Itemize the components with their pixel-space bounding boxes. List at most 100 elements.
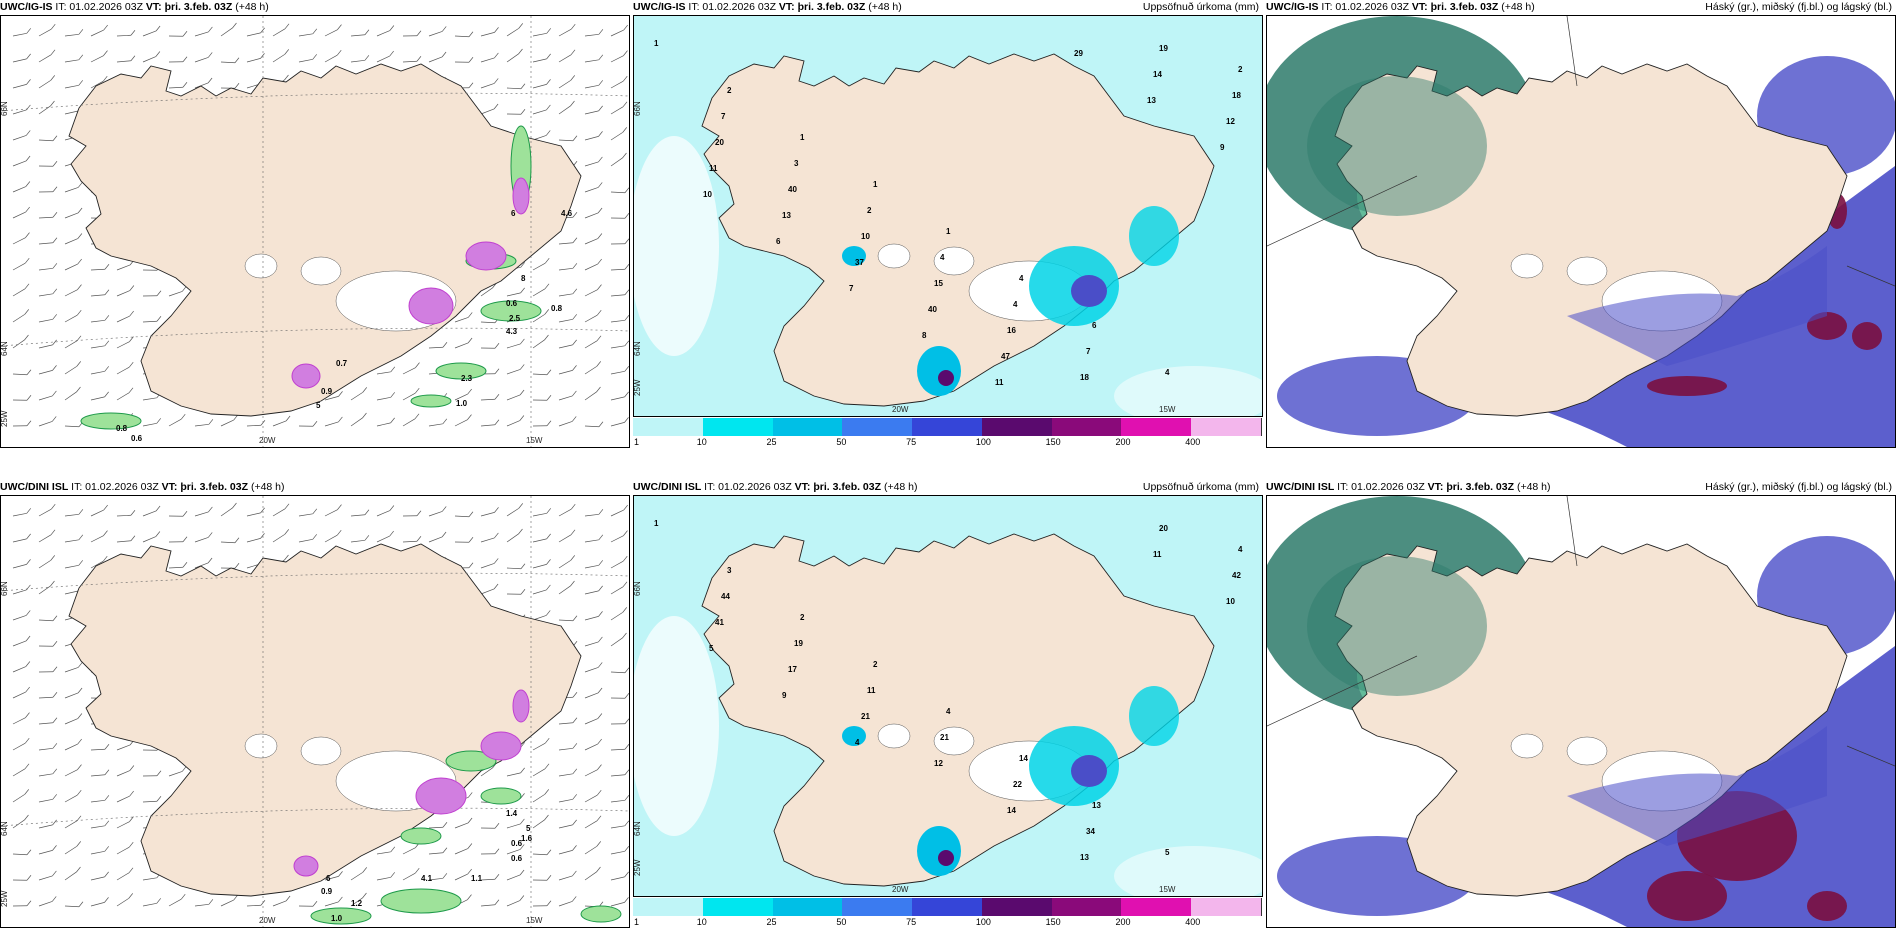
- value-label: 2: [873, 660, 878, 669]
- axis-label: 25W: [634, 379, 642, 396]
- value-label: 2: [867, 206, 872, 215]
- mid-cloud-over-land: [1567, 246, 1827, 366]
- value-label: 41: [715, 618, 724, 627]
- value-label: 2.5: [509, 314, 521, 323]
- panel-cloud-dini: UWC/DINI ISL IT: 01.02.2026 03Z VT: þri.…: [1266, 480, 1896, 928]
- value-label: 14: [1019, 754, 1028, 763]
- value-label: 11: [1153, 550, 1162, 559]
- value-label: 1.1: [471, 874, 483, 883]
- precip-colorbar: 1 10 25 50 75 100 150 200 400: [633, 418, 1263, 448]
- dry-areas: [634, 136, 1262, 416]
- value-label: 22: [1013, 780, 1022, 789]
- precip-value-labels: 1211146427324471918204010151618141211133…: [654, 39, 1243, 387]
- axis-label: 20W: [259, 436, 276, 445]
- value-label: 42: [1232, 571, 1241, 580]
- value-label: 0.7: [336, 359, 348, 368]
- value-label: 18: [1232, 91, 1241, 100]
- value-label: 4: [1019, 274, 1024, 283]
- heavy-precip: [842, 206, 1179, 396]
- value-label: 8: [922, 331, 927, 340]
- value-label: 1: [800, 133, 805, 142]
- value-label: 4.6: [561, 209, 573, 218]
- value-label: 10: [1226, 597, 1235, 606]
- value-label: 0.6: [511, 839, 523, 848]
- value-label: 18: [1080, 373, 1089, 382]
- axis-label: 20W: [259, 916, 276, 925]
- value-label: 1: [946, 227, 951, 236]
- value-label: 2: [1238, 65, 1243, 74]
- value-label: 2: [727, 86, 732, 95]
- map-frame: 66N 64N 25W 20W 15W 0.9 1.1 4.1 0.6 1.6 1.4 0.6 1.2 1…: [0, 495, 630, 928]
- value-label: 19: [794, 639, 803, 648]
- value-label: 12: [1226, 117, 1235, 126]
- value-label: 8: [521, 274, 526, 283]
- colorbar-tick: 150: [1045, 917, 1061, 927]
- value-label: 1: [654, 519, 659, 528]
- value-label: 2.3: [461, 374, 473, 383]
- value-label: 4: [1238, 545, 1243, 554]
- colorbar-swatch: [981, 418, 1053, 436]
- value-label: 4: [946, 707, 951, 716]
- axis-label: 25W: [1, 890, 9, 907]
- colorbar-swatch: [842, 418, 914, 436]
- value-label: 7: [849, 284, 854, 293]
- high-cloud-over-land: [1307, 556, 1487, 696]
- value-label: 4: [940, 253, 945, 262]
- value-label: 6: [326, 874, 331, 883]
- value-label: 5: [709, 644, 714, 653]
- value-label: 29: [1074, 49, 1083, 58]
- panel-wind-dini: UWC/DINI ISL IT: 01.02.2026 03Z VT: þri.…: [0, 480, 630, 928]
- colorbar-swatch: [912, 898, 983, 916]
- value-label: 1.0: [456, 399, 468, 408]
- panel-header: UWC/DINI ISL IT: 01.02.2026 03Z VT: þri.…: [1266, 481, 1892, 493]
- domain-lines: [1267, 16, 1895, 287]
- mid-cloud-over-land: [1567, 726, 1827, 846]
- value-label: 10: [861, 232, 870, 241]
- value-label: 47: [1001, 352, 1010, 361]
- colorbar-swatch: [633, 418, 704, 436]
- panel-header: UWC/DINI ISL IT: 01.02.2026 03Z VT: þri.…: [633, 481, 1259, 493]
- colorbar-tick: 150: [1045, 437, 1061, 447]
- colorbar-swatch: [1121, 898, 1193, 916]
- axis-label: 66N: [634, 101, 642, 116]
- map-frame: 66N 64N 25W 20W 15W 1 2 1 1 1 4 6 4 2 7 3 2 4 4 7 19 18 20 40 10…: [633, 15, 1263, 417]
- colorbar-swatch: [772, 898, 844, 916]
- value-label: 13: [782, 211, 791, 220]
- colorbar-swatch: [1051, 898, 1123, 916]
- value-label: 11: [867, 686, 876, 695]
- colorbar-swatch: [702, 418, 774, 436]
- dry-areas: [634, 616, 1262, 896]
- axis-label: 25W: [634, 859, 642, 876]
- value-label: 1.0: [331, 914, 343, 923]
- heavy-precip: [842, 686, 1179, 876]
- colorbar-tick: 25: [766, 917, 777, 927]
- colorbar-tick: 1: [634, 917, 640, 927]
- value-label: 0.6: [131, 434, 143, 443]
- value-label: 5: [1165, 848, 1170, 857]
- precip-contours: [293, 689, 622, 925]
- panel-precip-dini: UWC/DINI ISL IT: 01.02.2026 03Z VT: þri.…: [633, 480, 1263, 928]
- iceland-landmass: [68, 63, 582, 417]
- value-label: 10: [703, 190, 712, 199]
- value-label: 0.6: [506, 299, 518, 308]
- map-frame: 66N 64N 25W 20W 15W 1 3 2 2 4 14 13 5 4 44 19 11 21 22 34 20…: [633, 495, 1263, 897]
- value-label: 7: [1086, 347, 1091, 356]
- value-label: 1.4: [506, 809, 518, 818]
- axis-label: 15W: [526, 436, 543, 445]
- colorbar-swatch: [912, 418, 983, 436]
- map-frame: [1266, 495, 1896, 928]
- map-frame: 66N 64N 25W 20W 15W 0.7 0.9 5 0.6 2.5 4.3 0.8 2.3 1.0…: [0, 15, 630, 448]
- panel-header: UWC/IG-IS IT: 01.02.2026 03Z VT: þri. 3.…: [1266, 1, 1892, 13]
- value-label: 40: [788, 185, 797, 194]
- value-label: 15: [934, 279, 943, 288]
- colorbar-tick: 10: [696, 437, 707, 447]
- value-label: 0.9: [321, 887, 333, 896]
- panel-precip-igis: UWC/IG-IS IT: 01.02.2026 03Z VT: þri. 3.…: [633, 0, 1263, 448]
- value-label: 20: [1159, 524, 1168, 533]
- value-label: 9: [1220, 143, 1225, 152]
- value-label: 3: [794, 159, 799, 168]
- value-label: 6: [1092, 321, 1097, 330]
- value-label: 9: [782, 691, 787, 700]
